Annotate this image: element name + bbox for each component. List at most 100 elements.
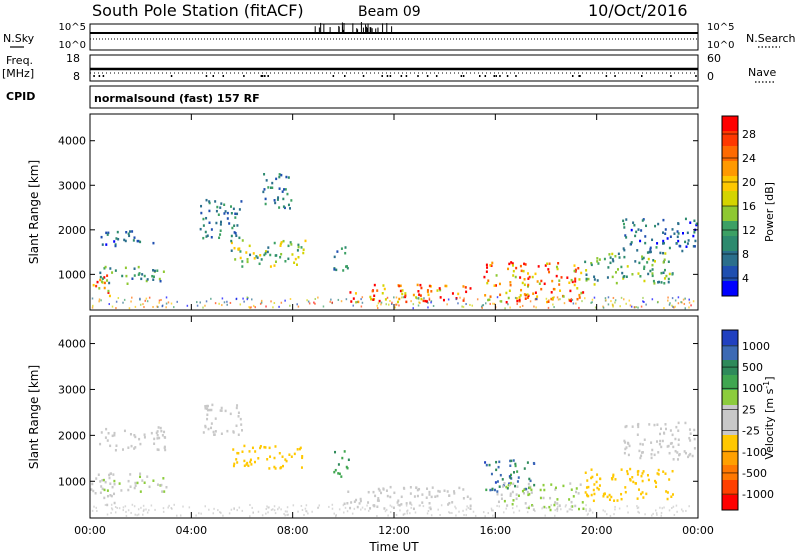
ground-cell bbox=[430, 300, 433, 303]
range-cell bbox=[294, 257, 297, 261]
range-cell bbox=[660, 281, 663, 284]
freq-traces bbox=[90, 67, 698, 77]
range-cell bbox=[677, 222, 680, 225]
range-cell bbox=[671, 433, 674, 437]
range-cell bbox=[556, 502, 559, 505]
ground-cell bbox=[586, 513, 589, 516]
ground-cell bbox=[514, 296, 517, 299]
range-cell bbox=[420, 297, 423, 301]
x-tick-label: 00:00 bbox=[682, 524, 714, 537]
range-cell bbox=[113, 240, 116, 243]
range-cell bbox=[469, 497, 472, 501]
range-cell bbox=[283, 188, 286, 191]
ground-cell bbox=[387, 303, 390, 306]
range-cell bbox=[297, 255, 300, 259]
range-cell bbox=[334, 450, 337, 454]
range-cell bbox=[237, 248, 240, 251]
range-cell bbox=[631, 425, 634, 428]
range-cell bbox=[451, 292, 454, 295]
ground-cell bbox=[395, 303, 398, 306]
range-cell bbox=[238, 236, 241, 240]
range-cell bbox=[400, 495, 403, 499]
ground-cell bbox=[680, 301, 682, 304]
range-cell bbox=[523, 277, 526, 281]
range-cell bbox=[263, 445, 266, 449]
range-cell bbox=[279, 466, 282, 470]
range-cell bbox=[269, 253, 272, 257]
range-cell bbox=[268, 446, 271, 450]
nave-dot bbox=[362, 75, 365, 77]
range-cell bbox=[647, 272, 650, 276]
date-label: 10/Oct/2016 bbox=[588, 1, 688, 20]
range-cell bbox=[550, 297, 553, 301]
ground-cell bbox=[643, 301, 645, 304]
range-cell bbox=[532, 292, 535, 295]
range-cell bbox=[537, 265, 540, 268]
ground-cell bbox=[389, 504, 392, 507]
range-cell bbox=[637, 469, 640, 473]
range-cell bbox=[590, 468, 593, 471]
ground-cell bbox=[548, 299, 550, 302]
range-cell bbox=[92, 283, 95, 287]
ground-cell bbox=[296, 303, 298, 306]
range-cell bbox=[555, 265, 558, 269]
ground-cell bbox=[337, 298, 340, 301]
ground-cell bbox=[311, 510, 313, 513]
range-cell bbox=[646, 251, 649, 254]
range-cell bbox=[569, 482, 572, 485]
nave-dot bbox=[417, 75, 419, 77]
range-cell bbox=[672, 458, 675, 461]
range-cell bbox=[333, 470, 336, 474]
range-cell bbox=[226, 211, 229, 215]
range-cell bbox=[347, 458, 350, 462]
range-cell bbox=[626, 472, 629, 476]
y-tick-label: 2000 bbox=[58, 429, 86, 442]
range-cell bbox=[636, 423, 639, 427]
ground-cell bbox=[134, 513, 136, 516]
range-cell bbox=[639, 275, 642, 278]
range-cell bbox=[692, 245, 695, 248]
ground-cell bbox=[677, 296, 680, 299]
ground-cell bbox=[410, 506, 412, 509]
range-cell bbox=[645, 224, 648, 228]
nave-label: Nave bbox=[748, 66, 776, 79]
range-cell bbox=[107, 432, 110, 435]
range-cell bbox=[676, 230, 679, 233]
ground-cell bbox=[289, 298, 292, 301]
range-cell bbox=[632, 480, 635, 484]
ground-cell bbox=[376, 307, 379, 310]
range-cell bbox=[104, 436, 107, 439]
range-cell bbox=[405, 502, 408, 505]
y-tick-label: 1000 bbox=[58, 268, 86, 281]
ground-cell bbox=[142, 504, 145, 507]
beam-label: Beam 09 bbox=[358, 4, 421, 20]
range-cell bbox=[234, 212, 237, 216]
range-cell bbox=[232, 464, 235, 468]
range-cell bbox=[498, 485, 501, 488]
ground-cell bbox=[644, 513, 646, 516]
range-cell bbox=[426, 487, 429, 490]
ground-cell bbox=[335, 515, 337, 518]
ground-cell bbox=[122, 509, 125, 512]
ground-cell bbox=[673, 306, 675, 309]
range-cell bbox=[143, 436, 146, 439]
range-cell bbox=[485, 270, 488, 273]
ground-cell bbox=[430, 514, 433, 517]
range-cell bbox=[241, 239, 244, 242]
ground-cell bbox=[342, 504, 345, 507]
range-cell bbox=[264, 202, 267, 206]
range-cell bbox=[569, 299, 572, 303]
ground-cell bbox=[459, 296, 461, 299]
range-cell bbox=[234, 216, 237, 219]
range-cell bbox=[356, 505, 359, 509]
ground-cell bbox=[226, 300, 228, 303]
ground-cell bbox=[284, 299, 286, 302]
range-cell bbox=[415, 486, 418, 489]
ground-cell bbox=[534, 510, 536, 513]
range-cell bbox=[282, 197, 285, 201]
ground-cell bbox=[409, 512, 411, 515]
nsearch-label: N.Search bbox=[746, 32, 796, 45]
range-cell bbox=[200, 211, 203, 215]
ground-cell bbox=[131, 296, 133, 299]
